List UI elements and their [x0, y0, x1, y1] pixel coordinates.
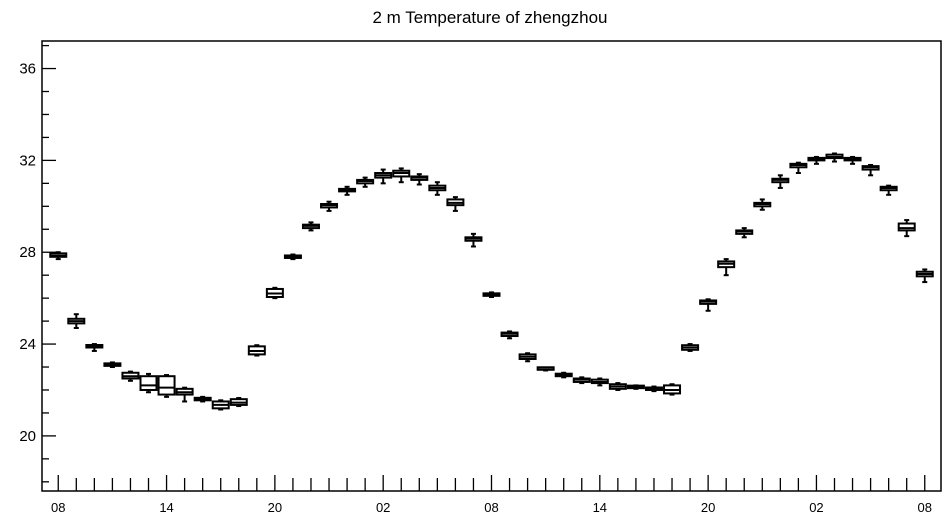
y-tick-label: 24 [19, 336, 36, 353]
box-plot-hour-8 [193, 395, 212, 403]
y-tick-label: 28 [19, 244, 36, 261]
box-iqr [157, 375, 176, 396]
y-tick-label: 32 [19, 152, 36, 169]
box-plot-hour-12 [265, 286, 284, 300]
box-plot-hour-33 [644, 385, 663, 393]
box-plot-hour-19 [392, 167, 411, 184]
box-plot-hour-15 [320, 200, 339, 212]
box-plot-hour-13 [283, 253, 302, 261]
box-plot-hour-38 [735, 227, 754, 239]
box-plot-hour-6 [157, 374, 176, 398]
box-plot-hour-4 [121, 370, 140, 382]
box-plot-hour-2 [85, 343, 104, 352]
box-plot-hour-46 [879, 184, 898, 196]
box-plot-hour-34 [663, 383, 682, 396]
y-tick-label: 20 [19, 428, 36, 445]
box-plot-hour-1 [67, 313, 86, 329]
x-tick-label: 02 [376, 500, 390, 515]
box-plot-hour-28 [554, 371, 573, 379]
box-plot-hour-7 [175, 386, 194, 403]
box-plot-hour-45 [861, 163, 880, 177]
x-tick-label: 08 [51, 500, 65, 515]
box-plot-hour-17 [356, 176, 375, 188]
box-plot-hour-22 [446, 196, 465, 212]
x-tick-label: 08 [484, 500, 498, 515]
box-plot-hour-35 [681, 343, 700, 352]
box-plot-hour-43 [825, 152, 844, 163]
box-plot-hour-26 [518, 352, 537, 363]
box-plot-hour-29 [572, 376, 591, 385]
x-tick-label: 20 [701, 500, 715, 515]
box-plot-hour-11 [247, 344, 266, 357]
x-tick-label: 14 [593, 500, 607, 515]
box-plot-hour-27 [536, 366, 555, 372]
box-plot-hour-14 [301, 221, 320, 232]
plot-area-frame [41, 40, 942, 492]
x-tick-label: 14 [159, 500, 173, 515]
box-plot-hour-36 [699, 298, 718, 312]
box-plot-hour-48 [915, 268, 934, 284]
box-plot-hour-21 [428, 181, 447, 196]
box-plot-hour-23 [464, 232, 483, 248]
box-iqr [139, 375, 158, 391]
box-plot-hour-20 [410, 173, 429, 186]
box-plot-hour-16 [338, 185, 357, 196]
box-series [49, 152, 934, 411]
x-tick-label: 08 [918, 500, 932, 515]
box-plot-hour-47 [897, 219, 916, 238]
box-plot-hour-39 [753, 198, 772, 211]
box-plot-hour-32 [626, 384, 645, 390]
x-tick-label: 02 [809, 500, 823, 515]
box-plot-hour-37 [717, 258, 736, 277]
box-plot-hour-18 [374, 168, 393, 185]
box-plot-hour-31 [608, 382, 627, 391]
box-plot-hour-44 [843, 155, 862, 165]
box-plot-hour-0 [49, 251, 68, 261]
box-plot-hour-25 [500, 330, 519, 340]
x-axis: 08 14 20 02 08 14 20 02 08 [51, 475, 932, 515]
box-plot-hour-40 [771, 174, 790, 189]
box-plot-hour-3 [103, 361, 122, 369]
y-axis: 20 24 28 32 36 [19, 44, 56, 483]
y-tick-label: 36 [19, 61, 36, 78]
box-plot-hour-24 [482, 291, 501, 298]
chart-title: 2 m Temperature of zhengzhou [373, 8, 608, 27]
box-plot-hour-5 [139, 372, 158, 394]
box-plot-hour-41 [789, 161, 808, 175]
box-plot-hour-9 [211, 399, 230, 411]
box-plot-hour-10 [229, 397, 248, 408]
box-plot-hour-42 [807, 155, 826, 165]
x-tick-label: 20 [268, 500, 282, 515]
box-plot-hour-30 [590, 377, 609, 387]
box-iqr [897, 222, 916, 232]
